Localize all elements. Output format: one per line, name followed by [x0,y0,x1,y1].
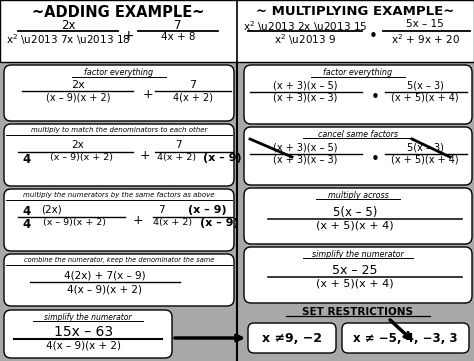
Text: 4: 4 [22,205,30,218]
FancyBboxPatch shape [4,124,234,186]
Text: 5x – 25: 5x – 25 [332,264,378,277]
Text: (x – 9)(x + 2): (x – 9)(x + 2) [46,92,110,102]
Text: 5(x – 3): 5(x – 3) [407,142,444,152]
Text: x$^2$ \u2013 9: x$^2$ \u2013 9 [274,32,336,47]
Text: cancel same factors: cancel same factors [318,130,398,139]
Text: simplify the numerator: simplify the numerator [312,250,404,259]
Text: (x – 9)(x + 2): (x – 9)(x + 2) [51,153,113,162]
Text: simplify the numerator: simplify the numerator [44,313,132,322]
Text: (x – 9): (x – 9) [188,205,227,215]
Text: (x – 9): (x – 9) [200,218,238,228]
Text: (x + 3)(x – 5): (x + 3)(x – 5) [273,142,337,152]
Text: (x + 5)(x + 4): (x + 5)(x + 4) [391,155,459,165]
FancyBboxPatch shape [4,254,234,306]
Text: SET RESTRICTIONS: SET RESTRICTIONS [302,307,413,317]
Text: (x + 3)(x – 3): (x + 3)(x – 3) [273,155,337,165]
Text: x$^2$ \u2013 2x \u2013 15: x$^2$ \u2013 2x \u2013 15 [243,19,367,34]
Text: factor everything: factor everything [84,68,154,77]
Text: 4x + 8: 4x + 8 [161,32,195,42]
Text: x$^2$ + 9x + 20: x$^2$ + 9x + 20 [391,32,459,46]
FancyBboxPatch shape [4,310,172,358]
Text: x$^2$ \u2013 7x \u2013 18: x$^2$ \u2013 7x \u2013 18 [6,32,130,47]
Text: 7: 7 [175,140,182,150]
Text: multiply across: multiply across [328,191,388,200]
Text: 4(x + 2): 4(x + 2) [173,92,213,102]
Text: 4(x – 9)(x + 2): 4(x – 9)(x + 2) [67,284,143,294]
Text: •: • [369,29,377,44]
Text: ~ MULTIPLYING EXAMPLE~: ~ MULTIPLYING EXAMPLE~ [256,5,454,18]
FancyBboxPatch shape [248,323,336,353]
Text: 4: 4 [22,153,30,166]
Text: +: + [143,88,153,101]
Text: (x – 9)(x + 2): (x – 9)(x + 2) [44,218,107,227]
Text: 5(x – 5): 5(x – 5) [333,206,377,219]
Text: x ≠9, −2: x ≠9, −2 [262,331,322,344]
Text: (x + 5)(x + 4): (x + 5)(x + 4) [316,279,394,289]
Text: +: + [140,149,150,162]
Text: multiply to match the denominators to each other: multiply to match the denominators to ea… [31,127,207,133]
Text: 5(x – 3): 5(x – 3) [407,80,444,90]
Text: 4: 4 [22,218,30,231]
Text: (x + 3)(x – 5): (x + 3)(x – 5) [273,80,337,90]
Text: 5x – 15: 5x – 15 [406,19,444,29]
Text: (x + 5)(x + 4): (x + 5)(x + 4) [316,221,394,231]
Text: 2x: 2x [61,19,75,32]
Text: (x + 5)(x + 4): (x + 5)(x + 4) [391,93,459,103]
FancyBboxPatch shape [4,189,234,251]
Text: (2x): (2x) [42,205,63,215]
Text: •: • [371,152,380,167]
Text: x ≠ −5, 4, −3, 3: x ≠ −5, 4, −3, 3 [353,331,457,344]
Text: multiply the numerators by the same factors as above: multiply the numerators by the same fact… [23,192,215,198]
Text: (x – 9): (x – 9) [203,153,242,163]
Text: 7: 7 [190,80,197,90]
Text: 4(x + 2): 4(x + 2) [153,218,192,227]
Bar [0,62,474,361]
Text: 2x: 2x [71,80,85,90]
Text: ~ADDING EXAMPLE~: ~ADDING EXAMPLE~ [32,5,204,20]
Text: •: • [371,90,380,105]
Text: 2x: 2x [72,140,84,150]
Text: 15x – 63: 15x – 63 [55,325,114,339]
FancyBboxPatch shape [244,247,472,303]
Text: (x + 3)(x – 3): (x + 3)(x – 3) [273,93,337,103]
Text: combine the numerator, keep the denominator the same: combine the numerator, keep the denomina… [24,257,214,263]
Text: factor everything: factor everything [323,68,392,77]
Bar [0,0,474,62]
FancyBboxPatch shape [342,323,469,353]
FancyBboxPatch shape [4,65,234,121]
Text: 4(x + 2): 4(x + 2) [157,153,196,162]
Text: +: + [133,214,143,227]
FancyBboxPatch shape [244,65,472,124]
Text: 7: 7 [174,19,182,32]
Text: 7: 7 [158,205,164,215]
Text: +: + [122,29,134,43]
FancyBboxPatch shape [244,127,472,185]
Text: 4(x – 9)(x + 2): 4(x – 9)(x + 2) [46,341,121,351]
FancyBboxPatch shape [244,188,472,244]
Text: 4(2x) + 7(x – 9): 4(2x) + 7(x – 9) [64,270,146,280]
